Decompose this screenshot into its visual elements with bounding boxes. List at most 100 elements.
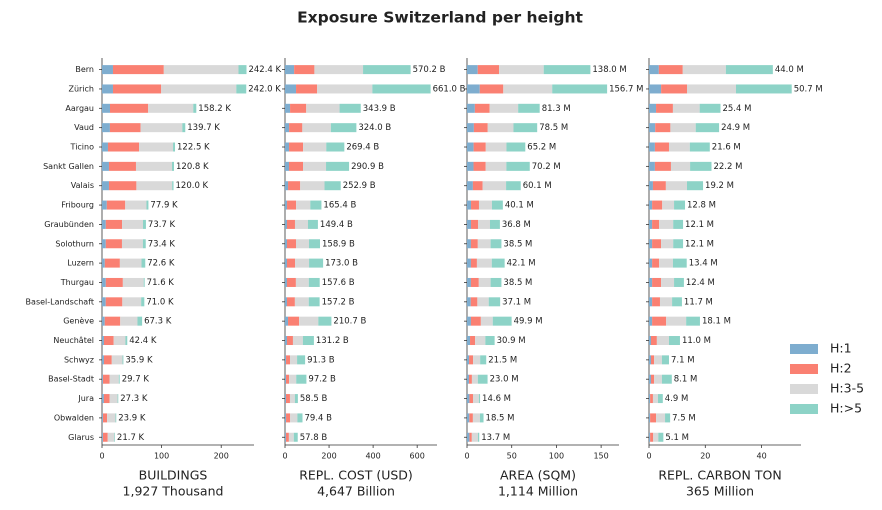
bar-segment [105, 219, 123, 229]
bar-segment [115, 413, 117, 423]
bar-segment [656, 413, 666, 423]
value-label: 12.4 M [686, 278, 715, 288]
bar-segment [140, 123, 183, 133]
bar-segment [649, 239, 653, 249]
bar-segment [485, 161, 507, 171]
y-tick-label: Obwalden [54, 413, 94, 422]
bar-segment [467, 258, 471, 268]
bar-segment [649, 181, 653, 191]
x-tick-label: 400 [365, 452, 380, 461]
bar-segment [114, 432, 115, 442]
legend-patch [790, 344, 818, 354]
bar-segment [490, 239, 502, 249]
x-tick-label: 100 [154, 452, 169, 461]
bar-segment [125, 336, 128, 346]
bar-segment [725, 65, 773, 75]
bar-segment [668, 336, 680, 346]
y-tick-label: Genève [63, 316, 94, 326]
bar-segment [141, 258, 146, 268]
bar-segment [674, 277, 684, 287]
bar-segment [661, 84, 687, 94]
bar-segment [652, 277, 662, 287]
bar-segment [289, 161, 304, 171]
bar-segment [467, 374, 469, 384]
bar-segment [109, 394, 118, 404]
bar-segment [682, 65, 726, 75]
bar-segment [485, 142, 507, 152]
bar-segment [289, 394, 295, 404]
bar-segment [652, 219, 660, 229]
bar-segment [102, 65, 113, 75]
bar-segment [479, 413, 484, 423]
bar-segment [477, 374, 488, 384]
value-label: 58.5 B [300, 394, 328, 404]
value-label: 120.0 K [176, 181, 209, 191]
bar-segment [655, 123, 671, 133]
bar-segment [107, 432, 115, 442]
value-label: 40.1 M [505, 201, 534, 211]
value-label: 29.7 K [122, 375, 150, 385]
value-label: 21.6 M [712, 143, 741, 153]
y-tick-label: Solothurn [55, 239, 94, 248]
bar-segment [143, 277, 145, 287]
bar-segment [471, 200, 479, 210]
value-label: 269.4 B [346, 143, 379, 153]
bar-segment [661, 277, 675, 287]
value-label: 11.0 M [682, 336, 711, 346]
x-axis-label: AREA (SQM) [500, 468, 576, 483]
value-label: 70.2 M [532, 162, 561, 172]
legend-patch [790, 384, 818, 394]
bar-segment [518, 103, 540, 113]
legend-patch [790, 404, 818, 414]
bar-segment [472, 413, 480, 423]
bar-segment [288, 432, 294, 442]
value-label: 78.5 M [539, 123, 568, 133]
bar-segment [489, 103, 519, 113]
bar-segment [297, 413, 303, 423]
bar-segment [308, 277, 320, 287]
value-label: 7.5 M [672, 413, 696, 423]
bar-segment [673, 219, 684, 229]
bar-segment [652, 258, 660, 268]
bar-segment [104, 258, 120, 268]
bar-segment [470, 258, 477, 268]
bar-segment [112, 65, 164, 75]
bar-segment [113, 336, 126, 346]
bar-segment [649, 336, 651, 346]
bar-segment [506, 161, 530, 171]
value-label: 37.1 M [502, 297, 531, 307]
bar-segment [656, 103, 673, 113]
value-label: 36.8 M [502, 220, 531, 230]
legend-label: H:>5 [830, 401, 862, 416]
bar-segment [285, 103, 291, 113]
bar-segment [286, 277, 296, 287]
bar-segment [672, 258, 687, 268]
bar-segment [288, 316, 300, 326]
bar-segment [102, 219, 106, 229]
bar-segment [102, 84, 113, 94]
bar-segment [649, 219, 653, 229]
x-axis-label: BUILDINGS [139, 468, 208, 483]
value-label: 131.2 B [316, 336, 349, 346]
value-label: 30.9 M [497, 336, 526, 346]
bar-segment [475, 336, 486, 346]
value-label: 158.2 K [198, 104, 231, 114]
value-label: 5.1 M [665, 433, 689, 443]
y-tick-label: Glarus [68, 433, 94, 442]
bar-segment [294, 65, 315, 75]
bar-segment [477, 432, 480, 442]
bar-segment [467, 181, 473, 191]
bar-segment [649, 123, 656, 133]
x-axis-total: 1,114 Million [498, 484, 578, 499]
y-tick-label: Fribourg [61, 201, 94, 210]
bar-segment [285, 297, 287, 307]
bar-segment [699, 103, 721, 113]
value-label: 120.8 K [176, 162, 209, 172]
value-label: 97.2 B [308, 375, 336, 385]
bar-segment [285, 336, 287, 346]
bar-segment [105, 297, 123, 307]
value-label: 13.4 M [689, 259, 718, 269]
bar-segment [487, 123, 514, 133]
bar-segment [163, 65, 239, 75]
